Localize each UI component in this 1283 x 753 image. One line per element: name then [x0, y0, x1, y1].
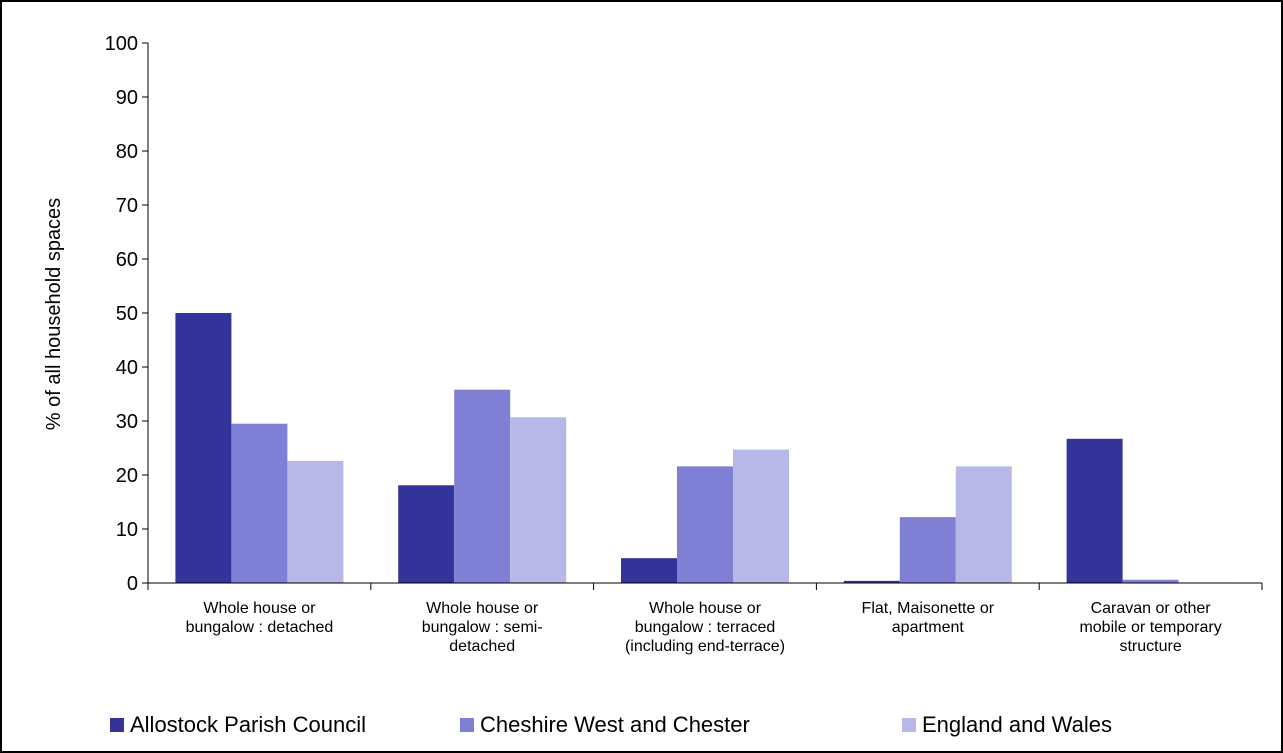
- legend-label: Allostock Parish Council: [130, 712, 366, 737]
- y-axis: 0 10 20 30 40 50 60 70 80 90 100: [105, 33, 149, 595]
- y-tick-label: 40: [116, 357, 138, 379]
- x-category-label-line: Whole house or: [649, 600, 762, 617]
- y-tick-label: 20: [116, 465, 138, 487]
- y-tick-label: 30: [116, 411, 138, 433]
- legend-item: Allostock Parish Council: [110, 712, 366, 738]
- y-tick-label: 0: [127, 573, 138, 595]
- bars: [175, 313, 1235, 583]
- x-category-label-line: bungalow : detached: [186, 619, 334, 636]
- x-category-label-line: (including end-terrace): [625, 638, 785, 655]
- x-category-label-line: Flat, Maisonette or: [862, 600, 995, 617]
- bar-cheshire-west-and-chester: [677, 466, 733, 583]
- bar-allostock-parish-council: [398, 485, 455, 583]
- bar-cheshire-west-and-chester: [231, 423, 288, 583]
- x-category-label: Caravan or other mobile or temporary struc…: [1079, 600, 1221, 655]
- x-category-label-line: apartment: [892, 619, 965, 636]
- bar-allostock-parish-council: [1066, 438, 1123, 583]
- x-category-label-line: structure: [1119, 638, 1181, 655]
- bar-cheshire-west-and-chester: [899, 517, 956, 583]
- legend-item: England and Wales: [902, 712, 1112, 738]
- legend-swatch: [110, 718, 124, 732]
- bar-allostock-parish-council: [621, 558, 677, 583]
- legend-item: Cheshire West and Chester: [460, 712, 750, 738]
- legend-swatch: [460, 718, 474, 732]
- x-category-label-line: Whole house or: [426, 600, 539, 617]
- y-tick-label: 60: [116, 249, 138, 271]
- y-tick-label: 10: [116, 519, 138, 541]
- x-category-label: Whole house or bungalow : detached: [186, 600, 334, 636]
- x-category-label: Whole house or bungalow : semi-detached: [422, 600, 543, 655]
- x-category-label: Flat, Maisonette or apartment: [862, 600, 995, 636]
- x-category-label-line: detached: [449, 638, 515, 655]
- x-category-label-line: bungalow : semi-: [422, 619, 543, 636]
- bar-england-and-wales: [510, 417, 567, 583]
- y-tick-label: 90: [116, 87, 138, 109]
- x-category-label-line: Caravan or other: [1091, 600, 1212, 617]
- bar-england-and-wales: [287, 460, 344, 583]
- legend-swatch: [902, 718, 916, 732]
- bar-england-and-wales: [733, 449, 789, 583]
- bar-allostock-parish-council: [175, 313, 232, 583]
- legend: Allostock Parish Council Cheshire West an…: [0, 712, 1283, 742]
- y-tick-label: 80: [116, 141, 138, 163]
- x-category-label-line: Whole house or: [203, 600, 316, 617]
- y-tick-label: 100: [105, 33, 138, 55]
- bar-england-and-wales: [955, 466, 1012, 583]
- y-axis-label: % of all household spaces: [43, 198, 65, 430]
- legend-label: Cheshire West and Chester: [480, 712, 750, 737]
- y-tick-label: 70: [116, 195, 138, 217]
- x-category-label-line: mobile or temporary: [1079, 619, 1221, 636]
- bar-allostock-parish-council: [843, 580, 900, 583]
- bar-cheshire-west-and-chester: [454, 389, 511, 583]
- x-category-label: Whole house or bungalow : terraced (includ…: [625, 600, 785, 655]
- legend-label: England and Wales: [922, 712, 1112, 737]
- bar-cheshire-west-and-chester: [1122, 579, 1179, 583]
- y-tick-label: 50: [116, 303, 138, 325]
- x-category-label-line: bungalow : terraced: [635, 619, 776, 636]
